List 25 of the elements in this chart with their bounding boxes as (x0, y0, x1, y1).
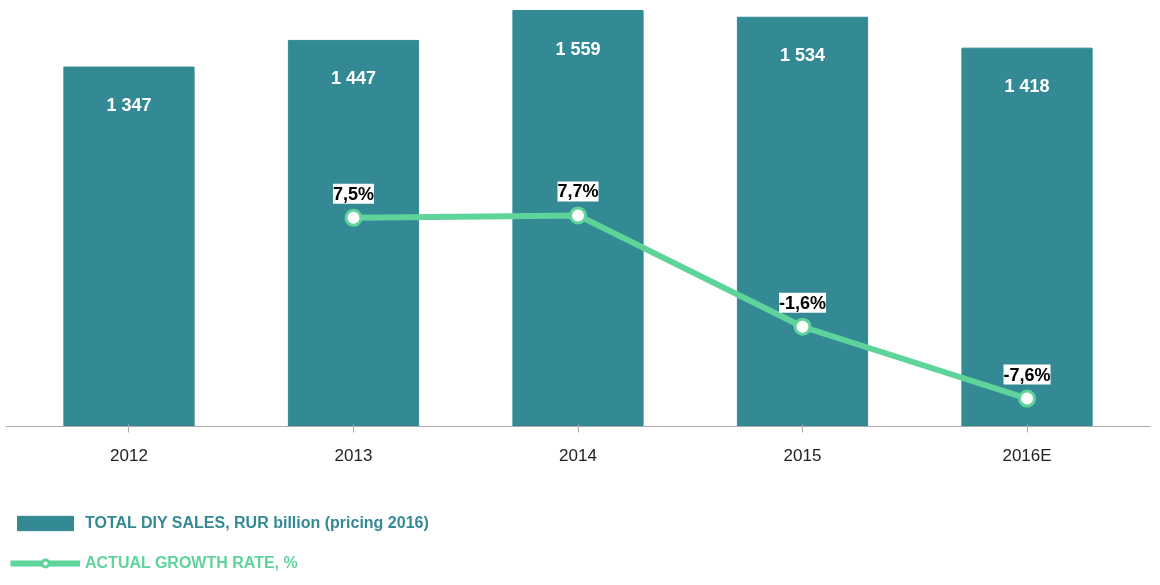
bar (736, 16, 869, 427)
data-label: 7,7% (557, 181, 599, 202)
data-label: 1 418 (1004, 76, 1050, 97)
point (1018, 389, 1037, 408)
data-label: 7,5% (332, 183, 375, 204)
data-label: 1 559 (555, 38, 601, 59)
legend-label: TOTAL DIY SALES, RUR billion (pricing 2016) (85, 514, 429, 532)
bar (961, 47, 1093, 427)
data-label: 1 447 (330, 68, 377, 89)
bar (63, 66, 195, 427)
legend-label: ACTUAL GROWTH RATE, % (85, 554, 298, 572)
data-label: 1 347 (106, 95, 152, 116)
data-label: -7,6% (1003, 364, 1051, 385)
x-tick-label: 2012 (110, 446, 148, 466)
bar (512, 10, 644, 427)
point (793, 317, 812, 336)
point (569, 206, 587, 225)
bar (287, 39, 420, 427)
x-tick-label: 2016E (1002, 446, 1052, 466)
x-tick-label: 2015 (783, 446, 822, 466)
data-label: 1 534 (779, 45, 826, 66)
x-tick-label: 2014 (559, 446, 597, 466)
x-tick-label: 2013 (334, 446, 373, 466)
data-label: -1,6% (779, 292, 827, 313)
point (344, 208, 363, 227)
